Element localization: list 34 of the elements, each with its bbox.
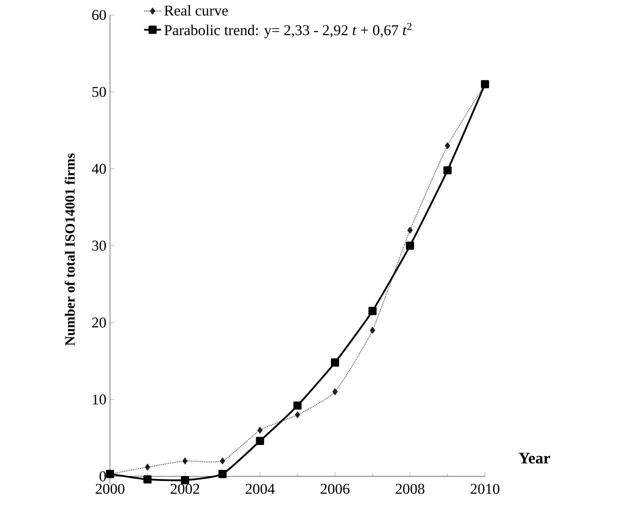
x-tick-label: 2004 — [246, 484, 275, 494]
x-axis-title: Year — [518, 452, 550, 464]
x-tick-label: 2008 — [396, 484, 424, 494]
point — [370, 326, 376, 334]
y-tick-label: 10 — [92, 394, 106, 404]
y-tick-label: 60 — [92, 10, 106, 20]
point — [220, 458, 226, 464]
y-tick-label: 30 — [92, 240, 106, 251]
point — [330, 358, 340, 367]
point — [406, 242, 414, 250]
point — [444, 142, 450, 150]
y-tick-label: 20 — [92, 318, 106, 328]
x-tick-label: 2006 — [320, 484, 350, 494]
y-tick-label: 0 — [100, 471, 106, 482]
x-tick-label: 2010 — [470, 484, 500, 494]
point — [368, 306, 377, 316]
point — [182, 458, 188, 464]
point — [332, 388, 338, 396]
point — [293, 401, 302, 410]
x-tick-label: 2002 — [170, 484, 200, 494]
point — [407, 226, 413, 234]
y-tick-label: 50 — [92, 86, 106, 97]
point — [143, 475, 152, 484]
y-tick-label: 40 — [92, 164, 106, 174]
legend-label: Real curve — [164, 5, 228, 16]
point — [443, 166, 452, 174]
y-axis-title: Number of total ISO14001 firms — [64, 153, 75, 346]
legend-label: Parabolic trend: y= 2,33 - 2,92 t + 0,67 t$^{2}$ — [164, 22, 412, 38]
point — [257, 426, 263, 434]
point — [256, 436, 264, 446]
point — [144, 464, 150, 470]
point — [294, 411, 300, 418]
point — [218, 470, 227, 478]
x-tick-label: 2000 — [96, 484, 124, 494]
